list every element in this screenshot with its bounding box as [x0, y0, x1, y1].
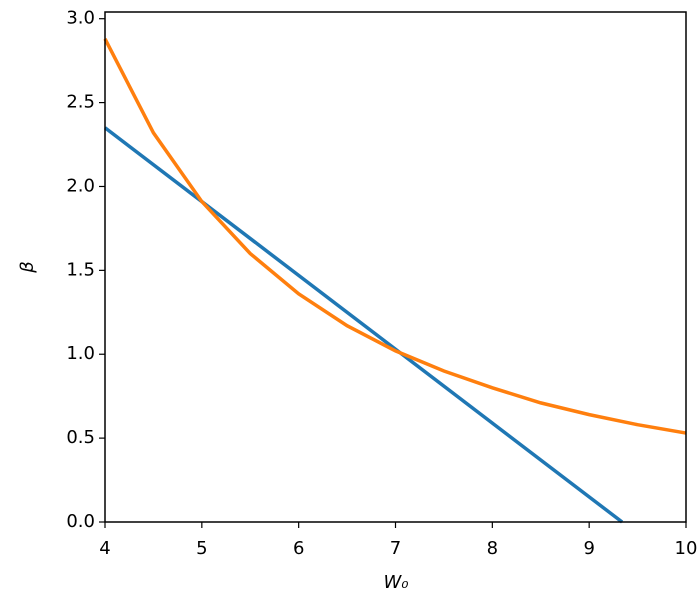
x-tick-label: 4	[99, 538, 110, 559]
y-tick-label: 2.0	[66, 175, 95, 196]
x-tick-label: 10	[675, 538, 698, 559]
line	[103, 38, 687, 435]
y-tick-label: 1.0	[66, 343, 95, 364]
y-tick-label: 3.0	[66, 8, 95, 29]
x-tick-label: 5	[196, 538, 207, 559]
y-tick-label: 0.0	[66, 511, 95, 532]
plot-frame	[104, 11, 687, 523]
x-tick-label: 6	[293, 538, 304, 559]
y-tick-label: 1.5	[66, 259, 95, 280]
x-axis-label: W₀	[383, 572, 408, 593]
y-axis-label: β	[17, 261, 38, 274]
line	[103, 126, 624, 524]
y-tick-label: 2.5	[66, 92, 95, 113]
y-tick-label: 0.5	[66, 427, 95, 448]
x-tick-label: 7	[390, 538, 401, 559]
x-tick-label: 9	[583, 538, 594, 559]
x-tick-label: 8	[487, 538, 498, 559]
